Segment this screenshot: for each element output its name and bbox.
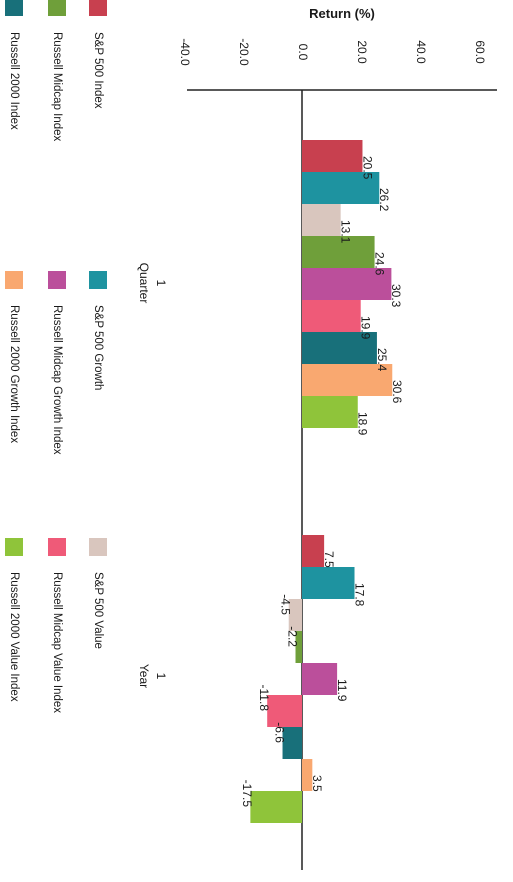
data-label: 18.9 [356,412,370,436]
data-label: -4.5 [279,594,293,615]
data-label: 24.6 [372,252,386,276]
legend-item-sandp-500-index: S&P 500 Index [89,0,107,109]
category-label: Quarter [137,263,151,304]
y-tick-label: 40.0 [414,40,428,64]
bar-russell-2000-index-quarter [302,332,377,364]
bar-russell-2000-growth-index-year [302,759,313,791]
data-label: 11.9 [335,679,349,702]
legend-item-russell-2000-value-index: Russell 2000 Value Index [5,538,23,702]
bar-russell-2000-growth-index-quarter [302,364,393,396]
data-label: 25.4 [375,348,389,372]
bar-sandp-500-value-quarter [302,204,341,236]
y-axis-title: Return (%) [309,6,375,21]
legend-swatch [5,538,23,556]
bar-sandp-500-growth-quarter [302,172,380,204]
legend-item-russell-midcap-index: Russell Midcap Index [48,0,66,142]
legend-label: Russell 2000 Growth Index [8,305,20,443]
legend-item-russell-midcap-growth-index: Russell Midcap Growth Index [48,271,66,455]
legend: S&P 500 Index S&P 500 Growth S&P 500 Value… [5,0,107,713]
category-label: Year [137,664,151,688]
data-label: 7.5 [322,551,336,568]
bars-group [250,140,393,823]
bar-russell-2000-index-year [282,727,302,759]
data-label: 30.3 [389,284,403,308]
y-tick-label: -20.0 [237,38,251,66]
legend-item-russell-2000-growth-index: Russell 2000 Growth Index [5,271,23,443]
data-label: -17.5 [240,780,254,808]
bar-russell-midcap-index-year [295,631,302,663]
category-number: 1 [154,280,168,287]
data-label: 13.1 [338,220,352,244]
bar-russell-2000-value-index-year [250,791,302,823]
legend-swatch [5,0,23,16]
legend-label: Russell Midcap Growth Index [51,305,63,455]
data-label: 26.2 [377,188,391,212]
legend-label: S&P 500 Index [92,32,104,109]
bar-russell-midcap-value-index-year [267,695,302,727]
legend-swatch [48,538,66,556]
data-label: 19.9 [359,316,373,340]
bar-sandp-500-value-year [288,599,302,631]
y-tick-label: -40.0 [178,38,192,66]
legend-swatch [89,538,107,556]
legend-label: Russell Midcap Value Index [51,572,63,713]
legend-swatch [48,271,66,289]
legend-item-russell-midcap-value-index: Russell Midcap Value Index [48,538,66,713]
data-labels-group: 20.526.2 13.1 24.630.3 19.925.430.6 18.9 7.5 1… [240,156,404,807]
bar-russell-midcap-growth-index-quarter [302,268,392,300]
bar-sandp-500-index-year [302,535,325,567]
legend-label: Russell Midcap Index [51,32,63,142]
data-label: -6.6 [272,722,286,743]
bar-russell-midcap-index-quarter [302,236,375,268]
data-label: 3.5 [310,775,324,792]
bar-russell-midcap-value-index-quarter [302,300,361,332]
category-number: 1 [154,673,168,680]
data-label: 30.6 [390,380,404,404]
legend-swatch [89,0,107,16]
legend-label: S&P 500 Value [92,572,104,649]
bar-sandp-500-growth-year [302,567,355,599]
bar-russell-midcap-growth-index-year [302,663,338,695]
legend-label: S&P 500 Growth [92,305,104,390]
data-label: -11.8 [257,685,271,712]
legend-swatch [89,271,107,289]
y-tick-label: 0.0 [296,44,310,61]
y-tick-label: 60.0 [473,40,487,64]
legend-item-sandp-500-value: S&P 500 Value [89,538,107,649]
y-tick-label: 20.0 [355,40,369,64]
legend-swatch [48,0,66,16]
y-axis-ticks: -40.0 -20.0 0.0 20.0 40.0 60.0 [178,38,487,66]
bar-sandp-500-index-quarter [302,140,363,172]
legend-item-russell-2000-index: Russell 2000 Index [5,0,23,130]
data-label: -2.2 [285,626,299,647]
legend-label: Russell 2000 Index [8,32,20,130]
data-label: 17.8 [352,583,366,607]
legend-item-sandp-500-growth: S&P 500 Growth [89,271,107,390]
legend-swatch [5,271,23,289]
bar-russell-2000-value-index-quarter [302,396,358,428]
data-label: 20.5 [360,156,374,180]
legend-label: Russell 2000 Value Index [8,572,20,702]
